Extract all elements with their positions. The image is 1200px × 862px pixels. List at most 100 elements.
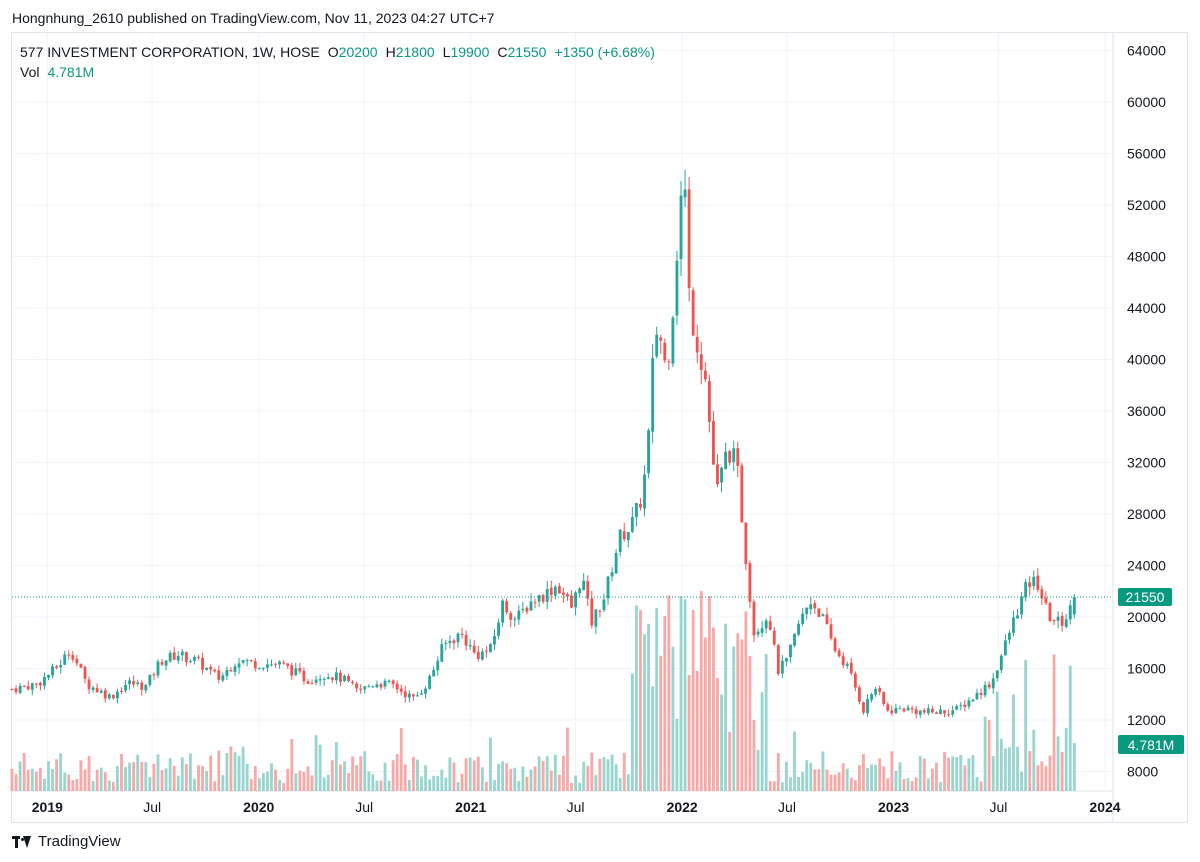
volume-bar (55, 759, 59, 791)
volume-bar (387, 780, 391, 791)
candle (253, 658, 257, 672)
candle (651, 344, 655, 444)
volume-bar (647, 623, 650, 791)
volume-bar (411, 757, 415, 791)
candle (797, 620, 801, 637)
x-tick-label: Jul (778, 799, 796, 815)
candle (286, 663, 290, 669)
candle (428, 674, 432, 690)
candle (1052, 619, 1056, 626)
volume-bar (343, 761, 346, 791)
volume-bar (939, 782, 942, 791)
volume-bar (197, 765, 200, 791)
candle (184, 651, 188, 667)
candle (525, 606, 529, 615)
candle (935, 711, 938, 714)
candle (124, 679, 127, 693)
volume-bar (318, 744, 322, 791)
volume-bar (671, 646, 675, 791)
candle (732, 440, 736, 472)
candle (468, 639, 472, 650)
volume-bar (399, 728, 403, 791)
candle (440, 638, 444, 663)
volume-bar (768, 781, 772, 791)
volume-bar (355, 765, 359, 791)
candle (537, 594, 541, 607)
volume-bar (407, 779, 411, 791)
volume-bar (732, 646, 736, 791)
volume-bar (667, 595, 671, 791)
volume-bar (310, 775, 314, 791)
candle (967, 697, 971, 710)
candle (411, 693, 415, 701)
volume-bar (351, 756, 355, 791)
candle (845, 661, 849, 669)
y-tick-label: 12000 (1127, 712, 1166, 728)
volume-bar (537, 756, 541, 791)
candle (326, 673, 330, 680)
volume-bar (817, 769, 821, 791)
volume-bar (975, 777, 979, 791)
footer-brand[interactable]: TradingView (12, 833, 121, 850)
candle (294, 662, 298, 677)
candle (160, 659, 164, 667)
volume-bar (63, 772, 67, 791)
volume-bar (935, 762, 938, 791)
volume-bar (878, 758, 882, 791)
volume-bar (95, 769, 99, 791)
volume-bar (1008, 747, 1011, 791)
candle (975, 688, 979, 700)
candles (10, 169, 1076, 719)
volume-bar (679, 596, 683, 791)
volume-bar (659, 655, 663, 791)
candle (359, 684, 363, 694)
volume-bar (882, 766, 886, 791)
candle (898, 705, 902, 710)
candle (772, 626, 776, 646)
candle (432, 666, 436, 677)
legend-close-label: C (497, 44, 508, 60)
candle (837, 647, 841, 658)
candle (760, 620, 764, 637)
volume-bar (314, 735, 318, 791)
volume-bar (249, 779, 253, 791)
volume-bar (116, 766, 119, 791)
svg-text:4.781M: 4.781M (1128, 737, 1175, 753)
volume-bar (995, 691, 999, 791)
candle (205, 667, 209, 671)
legend-row-ohlc: 577 INVESTMENT CORPORATION, 1W, HOSE O202… (20, 42, 655, 62)
volume-bar (825, 769, 829, 791)
candle (403, 686, 407, 703)
candle (484, 645, 488, 658)
legend-close-value: 21550 (507, 44, 547, 60)
volume-bar (930, 768, 934, 791)
volume-bar (136, 754, 140, 791)
candle (793, 633, 796, 648)
volume-bar (1068, 665, 1072, 791)
candle (164, 660, 168, 671)
candle (922, 708, 926, 715)
volume-bar (582, 761, 586, 791)
candle (874, 686, 878, 697)
candle (22, 685, 26, 688)
candle (156, 659, 160, 679)
candle (1064, 613, 1068, 629)
candle (906, 704, 910, 711)
volume-bar (574, 775, 578, 791)
volume-bar (156, 754, 160, 791)
volume-bar (176, 775, 180, 791)
volume-bar (38, 767, 42, 791)
volume-bar (651, 686, 655, 791)
candle (168, 650, 172, 663)
volume-bar (533, 766, 537, 791)
volume-bar (521, 766, 525, 791)
volume-bar (833, 774, 837, 791)
candle (610, 567, 614, 582)
candle (306, 679, 310, 685)
volume-bar (805, 760, 809, 791)
volume-bar (849, 777, 853, 791)
volume-bar (776, 753, 780, 791)
candle (314, 675, 318, 686)
volume-bar (22, 752, 26, 791)
